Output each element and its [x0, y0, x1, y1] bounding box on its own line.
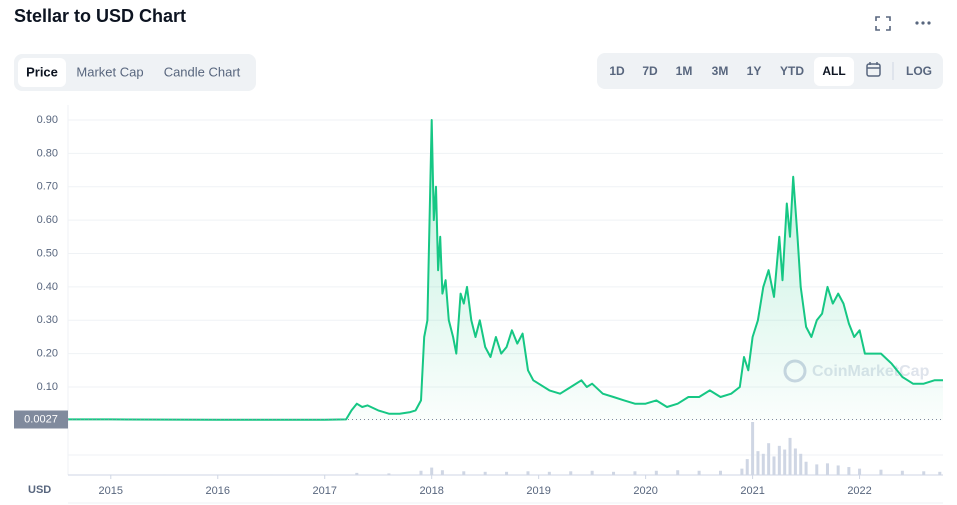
- volume-bar: [836, 465, 840, 475]
- range-button[interactable]: 3M: [712, 64, 729, 78]
- current-value-box: [14, 410, 68, 429]
- tab[interactable]: Price: [26, 64, 58, 79]
- volume-bar: [825, 463, 829, 475]
- more-icon[interactable]: [915, 21, 931, 25]
- volume-bar: [109, 474, 113, 475]
- volume-bar: [767, 443, 771, 475]
- x-tick-label: 2016: [206, 485, 230, 497]
- volume-bar: [612, 471, 616, 475]
- x-tick-label: 2017: [312, 485, 336, 497]
- volume-bar: [756, 451, 760, 475]
- range-button[interactable]: 1Y: [747, 64, 762, 78]
- volume-bar: [526, 471, 530, 475]
- volume-bar: [761, 453, 765, 475]
- volume-bar: [900, 470, 904, 475]
- range-active-bg: [814, 57, 854, 86]
- volume-bar: [676, 470, 680, 475]
- volume-bar: [355, 472, 359, 475]
- x-tick-label: 2020: [633, 485, 657, 497]
- volume-bar: [751, 422, 755, 475]
- y-tick-label: 0.70: [37, 181, 58, 193]
- y-tick-label: 0.60: [37, 214, 58, 226]
- current-value-label: 0.0027: [24, 413, 58, 425]
- volume-bar: [440, 470, 444, 475]
- area-fill: [68, 120, 943, 421]
- volume-bar: [419, 470, 423, 475]
- range-button[interactable]: LOG: [906, 64, 932, 78]
- volume-bar: [697, 470, 701, 475]
- volume-bar: [323, 474, 327, 475]
- x-tick-label: 2022: [847, 485, 871, 497]
- volume-bar: [815, 464, 819, 475]
- volume-bar: [858, 468, 862, 475]
- tab[interactable]: Candle Chart: [164, 64, 241, 79]
- volume-bar: [547, 471, 551, 475]
- volume-bar: [162, 474, 166, 475]
- calendar-icon[interactable]: [866, 62, 881, 77]
- y-tick-label: 0.50: [37, 247, 58, 259]
- volume-bar: [590, 470, 594, 475]
- volume-bar: [505, 471, 509, 475]
- range-button[interactable]: ALL: [822, 64, 845, 78]
- price-line: [68, 119, 943, 421]
- x-tick-label: 2021: [740, 485, 764, 497]
- volume-bar: [777, 445, 781, 475]
- tab-group: [14, 54, 256, 91]
- volume-bar: [633, 471, 637, 475]
- range-button[interactable]: 1D: [609, 64, 625, 78]
- x-tick-label: 2018: [419, 485, 443, 497]
- volume-bar: [847, 467, 851, 475]
- volume-bar: [793, 448, 797, 475]
- y-tick-label: 0.80: [37, 147, 58, 159]
- range-button[interactable]: 1M: [676, 64, 693, 78]
- volume-bar: [654, 470, 658, 475]
- volume-bar: [740, 468, 744, 475]
- volume-bar: [783, 449, 787, 475]
- volume-bar: [879, 469, 883, 475]
- chart-title: Stellar to USD Chart: [14, 6, 186, 26]
- volume-bar: [483, 471, 487, 475]
- volume-bar: [745, 459, 749, 475]
- range-button[interactable]: 7D: [642, 64, 658, 78]
- x-tick-label: 2019: [526, 485, 550, 497]
- tab-active-bg: [18, 58, 66, 87]
- y-tick-label: 0.40: [37, 281, 58, 293]
- volume-bar: [719, 470, 723, 475]
- volume-bar: [938, 471, 942, 475]
- axis-unit: USD: [28, 484, 51, 496]
- y-tick-label: 0.20: [37, 348, 58, 360]
- range-button[interactable]: YTD: [780, 64, 804, 78]
- volume-bar: [430, 467, 434, 475]
- y-tick-label: 0.30: [37, 314, 58, 326]
- tab[interactable]: Market Cap: [76, 64, 143, 79]
- volume-bar: [788, 437, 792, 475]
- fullscreen-icon[interactable]: [875, 16, 891, 31]
- volume-bar: [269, 474, 273, 475]
- volume-bar: [216, 474, 220, 475]
- range-group: [597, 53, 943, 89]
- y-tick-label: 0.10: [37, 381, 58, 393]
- volume-bar: [922, 471, 926, 475]
- x-tick-label: 2015: [99, 485, 123, 497]
- volume-bar: [569, 471, 573, 475]
- volume-bar: [462, 471, 466, 475]
- volume-bar: [799, 453, 803, 475]
- volume-bar: [804, 461, 808, 475]
- volume-bar: [772, 456, 776, 475]
- volume-bar: [387, 473, 391, 475]
- y-tick-label: 0.90: [37, 114, 58, 126]
